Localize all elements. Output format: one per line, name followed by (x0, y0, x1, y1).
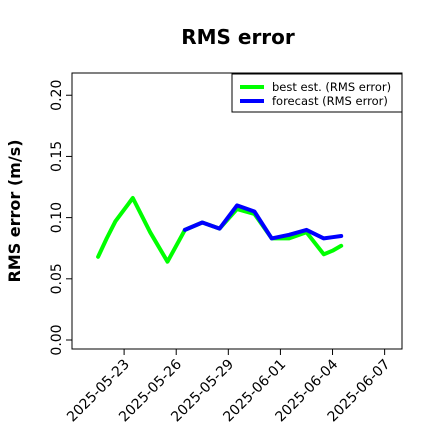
series-layer (96, 196, 344, 264)
x-axis: 2025-05-232025-05-262025-05-292025-06-01… (64, 349, 393, 425)
y-tick-label: 0.00 (49, 324, 65, 355)
y-axis-label: RMS error (m/s) (5, 139, 24, 282)
legend: best est. (RMS error) forecast (RMS erro… (231, 73, 403, 113)
y-tick-label: 0.10 (49, 202, 65, 233)
series-line-forecast (182, 203, 344, 241)
y-axis: 0.00 0.05 0.10 0.15 0.20 (49, 80, 72, 356)
legend-label-best-est: best est. (RMS error) (272, 80, 391, 94)
legend-box (231, 73, 403, 113)
y-tick-label: 0.15 (49, 141, 65, 172)
y-tick-label: 0.20 (49, 80, 65, 111)
legend-label-forecast: forecast (RMS error) (272, 94, 388, 108)
y-tick-label: 0.05 (49, 263, 65, 294)
plot-frame (71, 72, 403, 350)
chart-title: RMS error (181, 25, 295, 49)
